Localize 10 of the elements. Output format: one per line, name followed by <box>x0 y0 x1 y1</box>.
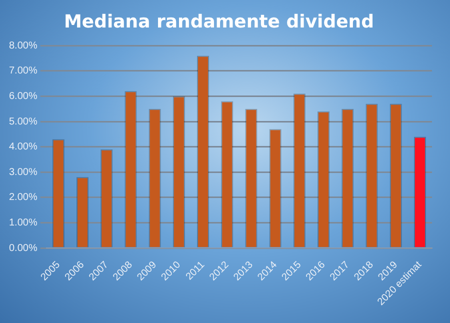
y-tick-label: 6.00% <box>8 90 38 102</box>
y-tick-label: 2.00% <box>8 192 38 204</box>
y-tick-label: 7.00% <box>8 66 38 77</box>
y-tick-label: 5.00% <box>8 116 38 128</box>
y-tick-label: 3.00% <box>8 166 38 178</box>
chart-title: Mediana randamente dividend <box>64 11 374 32</box>
y-tick-label: 4.00% <box>8 142 38 153</box>
y-tick-label: 1.00% <box>8 217 38 228</box>
y-tick-label: 0.00% <box>8 242 38 254</box>
y-tick-label: 8.00% <box>8 40 38 52</box>
